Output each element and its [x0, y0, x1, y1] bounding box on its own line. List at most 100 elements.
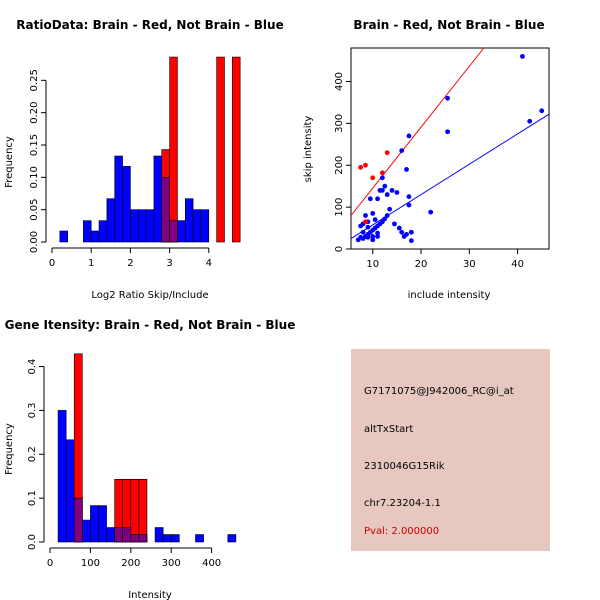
ratio-y-tick-label-4: 0.20	[29, 102, 40, 124]
ratio-bar-notbrain-7	[130, 209, 139, 243]
intensity-bar-notbrain-15	[227, 534, 237, 543]
scatter-point-notbrain-10	[375, 230, 380, 236]
scatter-point-notbrain-37	[406, 133, 412, 139]
scatter-point-notbrain-50	[360, 229, 366, 235]
scatter-y-tick-label-0: 0	[334, 246, 345, 252]
ratio-bar-notbrain-5	[114, 155, 123, 243]
scatter-point-notbrain-22	[379, 187, 385, 193]
intensity-bar-brain-3	[130, 478, 140, 543]
ratio-bar-notbrain-9	[145, 209, 155, 243]
intensity-histogram-title: Gene Itensity: Brain - Red, Not Brain - …	[5, 318, 296, 332]
scatter-point-notbrain-44	[367, 196, 373, 202]
ratio-bar-notbrain-13	[177, 220, 186, 243]
scatter-title: Brain - Red, Not Brain - Blue	[353, 18, 544, 32]
scatter-point-notbrain-19	[370, 211, 376, 216]
scatter-x-tick-label-2: 30	[463, 259, 476, 270]
scatter-point-brain-4	[384, 150, 390, 156]
scatter-point-notbrain-18	[365, 224, 371, 230]
scatter-point-notbrain-23	[382, 183, 388, 189]
scatter-point-notbrain-24	[384, 192, 390, 197]
scatter-point-notbrain-48	[387, 206, 393, 212]
scatter-xlabel: include intensity	[408, 290, 491, 301]
scatter-point-notbrain-43	[539, 108, 545, 114]
ratio-bar-notbrain-15	[192, 209, 202, 243]
scatter-point-brain-5	[363, 219, 368, 225]
intensity-bar-overlap-1	[114, 527, 124, 543]
scatter-point-notbrain-5	[365, 234, 371, 240]
scatter-point-notbrain-38	[428, 209, 434, 215]
scatter-point-notbrain-20	[375, 196, 380, 202]
ratio-y-tick-label-2: 0.10	[29, 166, 40, 188]
scatter-x-tick-label-1: 20	[415, 259, 428, 270]
ratio-bar-overlap-0	[161, 177, 170, 243]
ratio-bar-notbrain-8	[137, 209, 147, 243]
intensity-bar-notbrain-6	[106, 527, 115, 543]
scatter-point-notbrain-26	[394, 190, 400, 195]
intensity-bar-notbrain-1	[65, 439, 75, 543]
intensity-y-tick-label-1: 0.1	[27, 490, 38, 506]
ratio-bar-notbrain-2	[90, 230, 100, 243]
intensity-bar-overlap-3	[130, 534, 140, 543]
ratio-x-tick-label-4: 4	[206, 258, 212, 269]
ratio-histogram-title: RatioData: Brain - Red, Not Brain - Blue	[16, 18, 283, 32]
ratio-y-tick-label-3: 0.15	[29, 134, 40, 156]
pval-text: Pval: 2.000000	[364, 526, 440, 537]
intensity-bar-overlap-4	[138, 534, 148, 543]
ratio-y-tick-label-0: 0.00	[29, 231, 40, 253]
scatter-y-tick-label-3: 300	[334, 114, 345, 133]
scatter-point-notbrain-15	[384, 213, 390, 218]
intensity-y-tick-label-3: 0.3	[27, 402, 38, 418]
ratio-bar-notbrain-4	[106, 198, 116, 243]
scatter-fit-line-red	[350, 47, 485, 216]
ratio-bar-overlap-1	[169, 220, 178, 243]
ratio-histogram: RatioData: Brain - Red, Not Brain - Blue…	[4, 18, 284, 301]
scatter-point-notbrain-7	[370, 234, 376, 239]
scatter-point-notbrain-34	[408, 229, 414, 235]
gene-name-text: 2310046G15Rik	[364, 461, 445, 472]
intensity-bar-notbrain-4	[90, 505, 99, 543]
scatter-point-notbrain-47	[379, 175, 385, 181]
scatter-x-tick-label-3: 40	[511, 259, 524, 270]
scatter-point-notbrain-42	[527, 118, 533, 124]
scatter-y-tick-label-2: 200	[334, 156, 345, 175]
scatter-point-brain-3	[379, 170, 385, 176]
ratio-bar-notbrain-0	[59, 230, 68, 243]
intensity-bar-notbrain-13	[170, 534, 180, 543]
ratio-bar-notbrain-3	[98, 220, 108, 243]
ratio-bar-notbrain-1	[83, 220, 92, 243]
ratio-x-tick-label-2: 2	[127, 258, 133, 269]
scatter-point-brain-0	[358, 164, 364, 170]
intensity-bar-notbrain-5	[98, 505, 107, 543]
ratio-y-tick-label-5: 0.25	[29, 69, 40, 91]
intensity-bar-brain-4	[138, 478, 148, 543]
intensity-bar-overlap-0	[73, 497, 83, 543]
scatter-point-notbrain-14	[382, 216, 388, 222]
probe-id-text: G7171075@J942006_RC@i_at	[364, 386, 514, 397]
scatter-point-notbrain-25	[389, 187, 395, 193]
intensity-x-tick-label-4: 400	[202, 558, 221, 569]
scatter-point-notbrain-45	[372, 217, 378, 223]
ratio-bar-brain-3	[232, 56, 241, 243]
intensity-bar-notbrain-12	[162, 534, 172, 543]
ratio-bar-notbrain-6	[122, 166, 131, 243]
location-text: chr7.23204-1.1	[364, 498, 441, 509]
intensity-histogram-xlabel: Intensity	[128, 590, 172, 600]
intensity-bar-notbrain-14	[195, 534, 204, 543]
ratio-y-tick-label-1: 0.05	[29, 199, 40, 221]
scatter-point-notbrain-28	[399, 229, 405, 235]
scatter-point-notbrain-46	[363, 213, 368, 218]
intensity-x-tick-label-0: 0	[47, 558, 53, 569]
ratio-bar-brain-1	[169, 56, 178, 243]
scatter-point-brain-2	[370, 175, 376, 181]
scatter-point-notbrain-31	[406, 202, 412, 208]
intensity-x-tick-label-1: 100	[81, 558, 100, 569]
scatter-point-notbrain-27	[396, 225, 402, 231]
ratio-histogram-xlabel: Log2 Ratio Skip/Include	[91, 290, 208, 301]
ratio-bar-brain-2	[216, 56, 225, 243]
scatter-plot-frame	[350, 47, 550, 250]
ratio-x-tick-label-0: 0	[49, 258, 55, 269]
scatter-point-notbrain-49	[392, 221, 397, 227]
scatter-point-notbrain-33	[408, 238, 414, 244]
intensity-bar-notbrain-0	[57, 410, 67, 543]
